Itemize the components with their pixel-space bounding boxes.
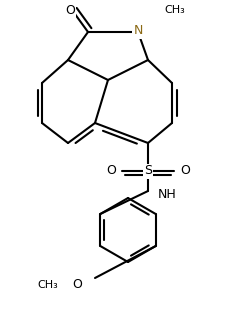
Text: O: O <box>106 165 116 177</box>
Text: NH: NH <box>158 188 177 200</box>
Text: O: O <box>65 4 75 16</box>
Text: O: O <box>180 165 190 177</box>
Text: CH₃: CH₃ <box>37 280 58 290</box>
Text: N: N <box>133 25 143 37</box>
Text: CH₃: CH₃ <box>164 5 185 15</box>
Text: S: S <box>144 165 152 177</box>
Text: O: O <box>72 278 82 292</box>
